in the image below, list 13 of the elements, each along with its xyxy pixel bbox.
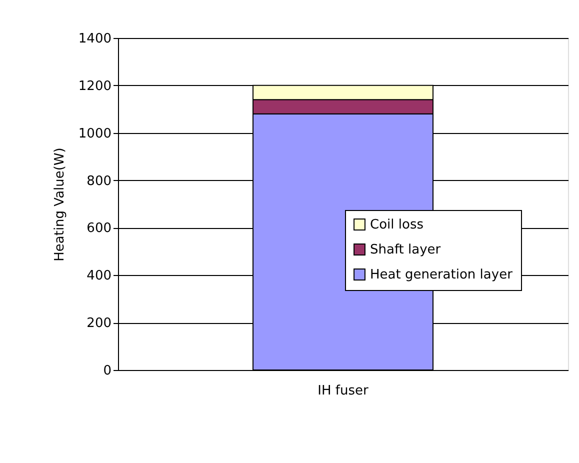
y-axis-title: Heating Value(W) — [52, 148, 68, 262]
y-tick-label: 1400 — [78, 32, 112, 46]
legend-label: Coil loss — [370, 218, 424, 232]
y-tick-label: 400 — [86, 268, 112, 284]
legend-label: Shaft layer — [370, 242, 442, 258]
y-tick-label: 1200 — [78, 78, 112, 94]
y-tick-label: 200 — [86, 316, 112, 332]
x-tick-label: IH fuser — [318, 384, 369, 398]
y-tick-label: 1000 — [78, 126, 112, 142]
y-tick-label: 0 — [103, 364, 112, 378]
legend-label: Heat generation layer — [370, 268, 514, 282]
y-tick-label: 800 — [86, 174, 112, 189]
y-tick-label: 600 — [86, 221, 112, 236]
